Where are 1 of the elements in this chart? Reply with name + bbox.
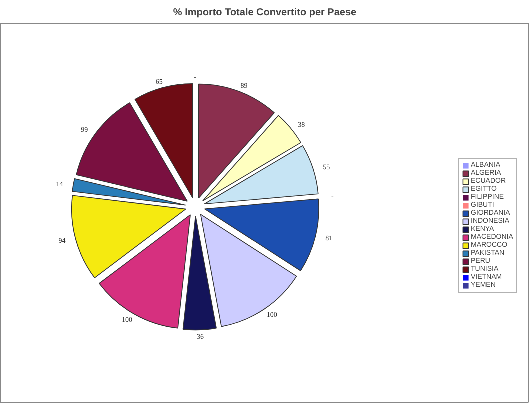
chart-title: % Importo Totale Convertito per Paese	[173, 8, 358, 18]
